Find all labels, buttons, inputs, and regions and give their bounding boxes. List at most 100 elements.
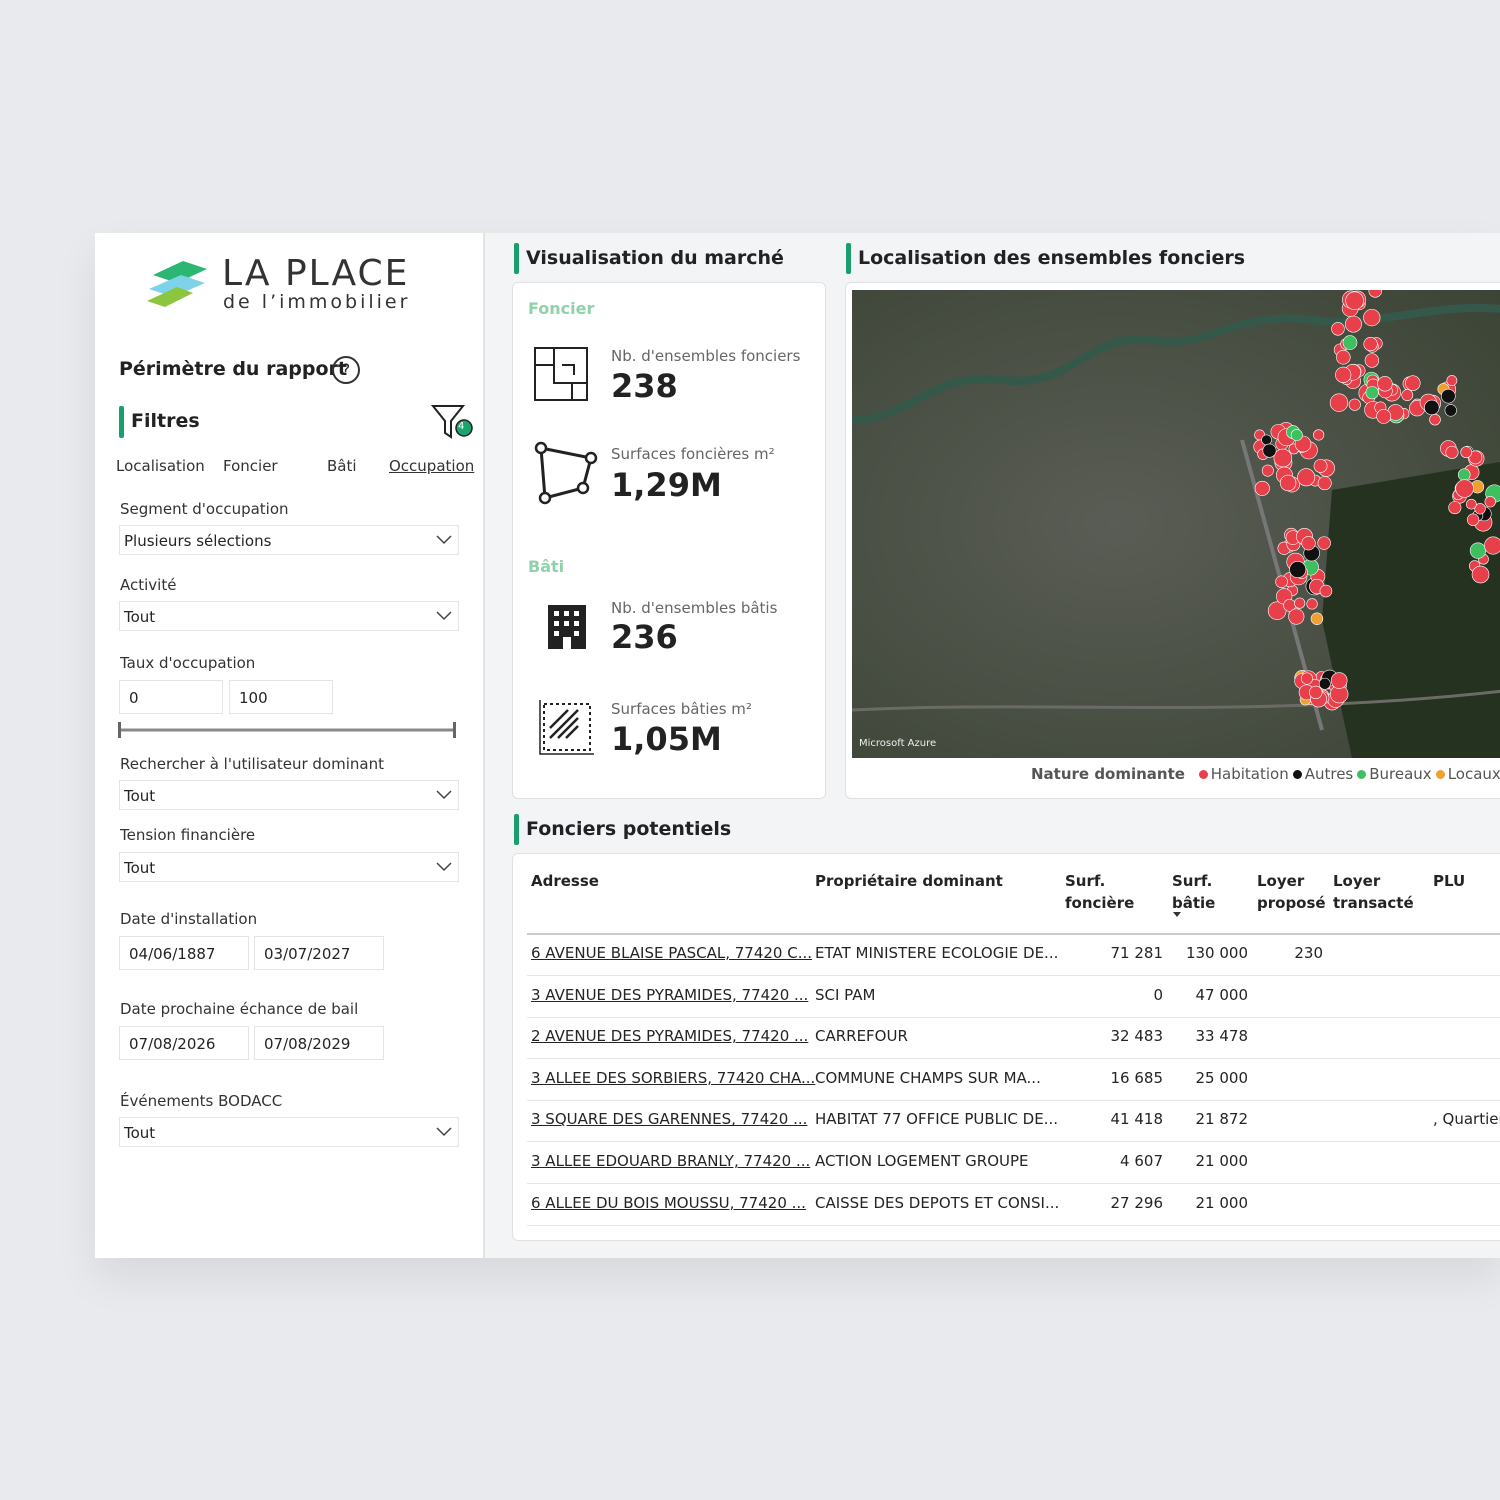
area-icon (534, 441, 598, 505)
parcel-icon (534, 347, 588, 401)
map-attribution: Microsoft Azure (859, 738, 937, 749)
dropdown[interactable]: Tout (119, 780, 459, 810)
map-marker (1330, 672, 1348, 689)
map-marker (1484, 496, 1496, 508)
help-icon[interactable]: ? (332, 356, 360, 384)
cell: 25 000 (1195, 1068, 1249, 1087)
cell: 230 (1294, 944, 1323, 962)
map-marker (1376, 408, 1392, 424)
kpi-section: Bâti (528, 557, 565, 576)
address-link[interactable]: 6 AVENUE BLAISE PASCAL, 77420 C... (531, 944, 813, 962)
column-header: Surf. foncière (1065, 872, 1135, 912)
cell: 4 607 (1120, 1152, 1163, 1170)
cell: 21 872 (1195, 1110, 1249, 1129)
dropdown[interactable]: Plusieurs sélections (119, 525, 459, 555)
address-link[interactable]: 2 AVENUE DES PYRAMIDES, 77420 ... (531, 1027, 809, 1046)
cell: ETAT MINISTERE ECOLOGIE DE... (815, 944, 1059, 962)
chevron (436, 611, 452, 621)
map-marker (1261, 464, 1274, 477)
row-rule (527, 1183, 1500, 1184)
address-link[interactable]: 6 ALLEE DU BOIS MOUSSU, 77420 ... (531, 1193, 806, 1212)
column-header: PLU (1433, 872, 1466, 890)
chevron (436, 862, 452, 872)
dropdown[interactable]: Tout (119, 1117, 459, 1147)
cell: 21 000 (1195, 1152, 1249, 1170)
legend: Nature dominante Habitation Autres Bureaux… (1031, 765, 1500, 783)
cell: 21 000 (1195, 1193, 1249, 1212)
range-min[interactable]: 0 (119, 680, 223, 714)
cell: 47 000 (1195, 985, 1249, 1004)
range-max[interactable]: 100 (229, 680, 333, 714)
filter-icon[interactable] (430, 403, 476, 441)
map-marker (1405, 375, 1421, 391)
row-rule (527, 1224, 1500, 1226)
row-rule (527, 975, 1500, 976)
date-to[interactable]: 03/07/2027 (254, 936, 384, 970)
map[interactable] (852, 290, 1500, 758)
cell: COMMUNE CHAMPS SUR MA... (815, 1068, 1041, 1087)
dropdown[interactable]: Tout (119, 601, 459, 631)
chevron (436, 790, 452, 800)
address-link[interactable]: 3 AVENUE DES PYRAMIDES, 77420 ... (531, 985, 809, 1004)
tab-active[interactable]: Occupation (389, 457, 475, 475)
date-from[interactable]: 07/08/2026 (119, 1026, 249, 1060)
date-to[interactable]: 07/08/2029 (254, 1026, 384, 1060)
cell: 32 483 (1110, 1027, 1164, 1046)
field-label: Événements BODACC (120, 1092, 283, 1110)
map-marker (1364, 353, 1380, 368)
address-link[interactable]: 3 ALLEE DES SORBIERS, 77420 CHA... (531, 1068, 816, 1087)
map-marker (1348, 398, 1361, 411)
legend-swatch (1292, 770, 1302, 779)
dashboard: LA PLACE de l’immobilier Périmètre du ra… (95, 233, 1500, 1258)
map-marker (1363, 337, 1378, 352)
map-marker (1329, 393, 1349, 412)
map-marker (1342, 335, 1358, 350)
section-title: Localisation des ensembles fonciers (858, 247, 1246, 269)
map-marker (1319, 584, 1333, 598)
dropdown-value: Tout (124, 608, 156, 626)
cell: 130 000 (1185, 944, 1248, 962)
kpi-card: Foncier Nb. d'ensembles fonciers 238 Sur… (512, 282, 826, 799)
filter-count: 4 (458, 421, 465, 432)
column-header: Loyer proposé (1257, 872, 1326, 912)
date-from[interactable]: 04/06/1887 (119, 936, 249, 970)
map-marker (1290, 429, 1303, 442)
legend-item: Locaux c (1447, 765, 1500, 783)
dropdown[interactable]: Tout (119, 852, 459, 882)
header-rule (527, 933, 1500, 935)
section-title: Fonciers potentiels (526, 818, 732, 840)
map-marker (1261, 434, 1272, 446)
cell: 71 281 (1110, 944, 1164, 962)
field-label: Date prochaine échance de bail (120, 1000, 359, 1018)
tab[interactable]: Localisation (116, 457, 205, 475)
column-header: Propriétaire dominant (815, 872, 1003, 890)
map-marker (1288, 608, 1305, 625)
cell: 27 296 (1110, 1193, 1164, 1212)
accent (119, 406, 124, 438)
map-marker (1444, 404, 1457, 417)
address-link[interactable]: 3 SQUARE DES GARENNES, 77420 ... (531, 1110, 808, 1129)
slider[interactable] (115, 720, 461, 740)
map-marker (1455, 479, 1474, 498)
row-rule (527, 1016, 1500, 1018)
map-marker (1254, 480, 1270, 496)
map-marker (1306, 598, 1318, 610)
map-marker (1448, 501, 1462, 515)
tab[interactable]: Foncier (223, 457, 278, 475)
map-marker (1318, 677, 1331, 690)
filters-title: Filtres (131, 410, 200, 432)
address-link[interactable]: 3 ALLEE EDOUARD BRANLY, 77420 ... (531, 1152, 811, 1170)
map-marker (1457, 468, 1471, 481)
map-marker (1401, 389, 1414, 402)
map-marker (1460, 446, 1473, 459)
tab[interactable]: Bâti (327, 457, 357, 475)
row-rule (527, 1141, 1500, 1143)
cell: ACTION LOGEMENT GROUPE (815, 1152, 1029, 1170)
field-label: Rechercher à l'utilisateur dominant (120, 755, 384, 773)
map-marker (1335, 366, 1352, 383)
map-marker (1313, 459, 1328, 473)
logo-subtitle: de l’immobilier (223, 291, 411, 313)
logo-title: LA PLACE (222, 253, 410, 294)
legend-title: Nature dominante (1031, 765, 1185, 783)
map-marker (1441, 388, 1456, 404)
